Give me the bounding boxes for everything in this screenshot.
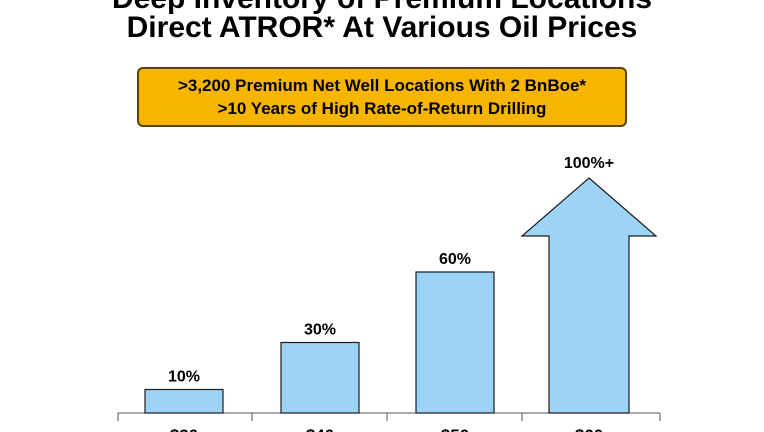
callout-line-2: >10 Years of High Rate-of-Return Drillin… xyxy=(217,99,547,118)
highlight-callout: >3,200 Premium Net Well Locations With 2… xyxy=(137,67,627,127)
chart-title-line-1: Deep Inventory of Premium Locations xyxy=(0,0,764,16)
chart-title-line-2: Direct ATROR* At Various Oil Prices xyxy=(126,11,638,44)
bar-3 xyxy=(415,271,495,414)
category-label-2: $40 xyxy=(306,426,334,432)
bar-2 xyxy=(280,341,360,414)
category-label-3: $50 xyxy=(441,426,469,432)
data-label-4: 100%+ xyxy=(564,155,614,172)
bar-1 xyxy=(144,388,224,414)
callout-line-1: >3,200 Premium Net Well Locations With 2… xyxy=(177,76,587,95)
bar-arrow-4 xyxy=(520,177,658,414)
data-label-2: 30% xyxy=(304,322,336,339)
data-label-1: 10% xyxy=(168,369,200,386)
category-label-4: $60 xyxy=(575,426,603,432)
category-label-1: $30 xyxy=(170,426,198,432)
data-label-3: 60% xyxy=(439,251,471,268)
